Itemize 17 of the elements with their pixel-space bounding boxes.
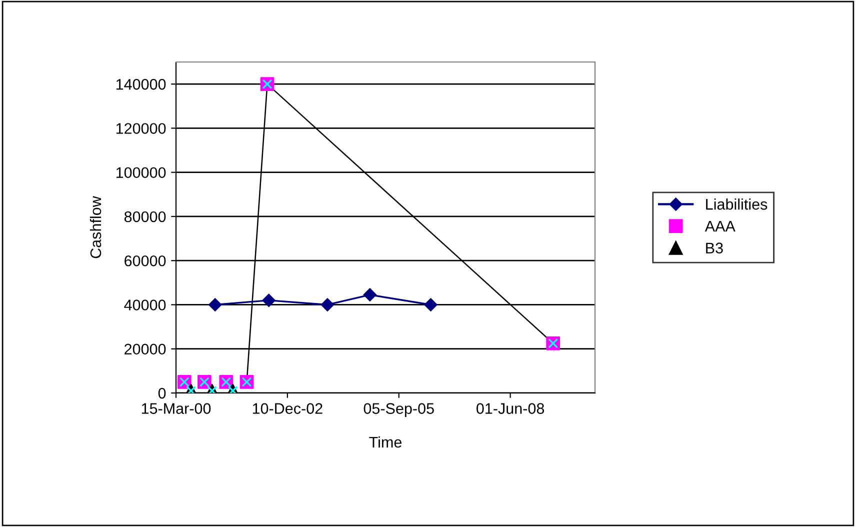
- legend-label: Liabilities: [706, 198, 768, 210]
- y-tick-label: 140000: [116, 78, 166, 90]
- x-tick-label: 05-Sep-05: [364, 403, 434, 417]
- y-tick-label: 80000: [124, 211, 166, 222]
- y-axis-title: Cashflow: [90, 196, 102, 258]
- y-tick-label: 20000: [124, 344, 166, 355]
- y-tick-label: 0: [158, 388, 166, 399]
- y-tick-label: 100000: [116, 167, 166, 178]
- x-tick-label: 01-Jun-08: [476, 403, 544, 414]
- legend-label: AAA: [704, 220, 736, 232]
- x-axis-title: Time: [369, 436, 402, 448]
- legend-label: B3: [706, 242, 723, 254]
- y-tick-label: 40000: [124, 300, 166, 310]
- x-tick-label: 15-Mar-00: [142, 403, 211, 414]
- y-tick-label: 120000: [116, 123, 166, 134]
- x-tick-label: 10-Dec-02: [252, 403, 322, 414]
- y-tick-label: 60000: [124, 255, 166, 266]
